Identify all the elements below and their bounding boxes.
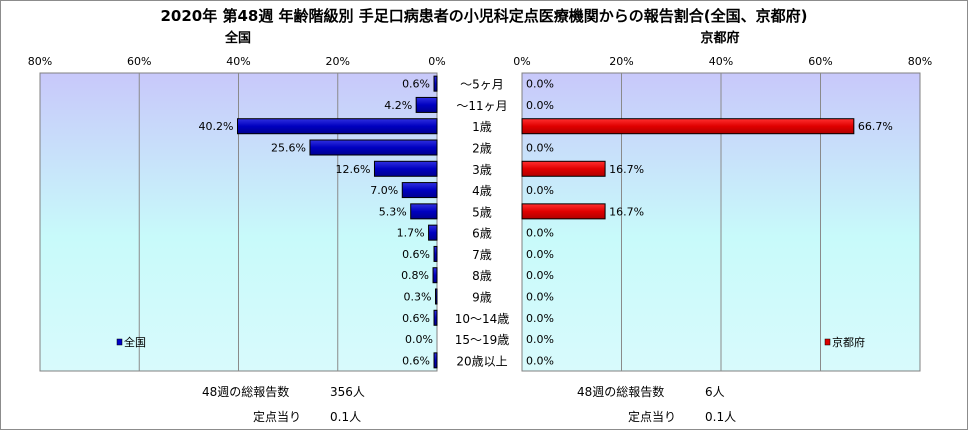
national-total-label: 48週の総報告数: [202, 385, 290, 399]
national-data-label: 25.6%: [271, 142, 306, 155]
kyoto-data-label: 0.0%: [526, 78, 554, 91]
national-bar: [401, 182, 438, 199]
national-bar: [433, 352, 438, 369]
category-label: 2歳: [472, 142, 492, 156]
national-data-label: 5.3%: [379, 205, 407, 218]
national-bar: [410, 203, 438, 220]
national-bar: [309, 139, 438, 156]
kyoto-data-label: 16.7%: [609, 205, 644, 218]
kyoto-data-label: 0.0%: [526, 291, 554, 304]
kyoto-bar: [521, 160, 606, 177]
kyoto-bar: [521, 203, 606, 220]
kyoto-data-label: 0.0%: [526, 99, 554, 112]
category-label: 10〜14歳: [455, 312, 510, 326]
national-data-label: 1.7%: [397, 227, 425, 240]
category-label: 1歳: [472, 120, 492, 134]
national-tick-label: 60%: [127, 55, 151, 68]
national-data-label: 0.6%: [402, 248, 430, 261]
national-data-label: 0.6%: [402, 78, 430, 91]
category-label: 3歳: [472, 163, 492, 177]
kyoto-data-label: 0.0%: [526, 333, 554, 346]
national-data-label: 0.8%: [401, 269, 429, 282]
kyoto-per-label: 定点当り: [628, 410, 677, 424]
kyoto-data-label: 66.7%: [858, 120, 893, 133]
national-tick-label: 0%: [428, 55, 445, 68]
national-tick-label: 80%: [28, 55, 52, 68]
kyoto-tick-label: 40%: [709, 55, 733, 68]
kyoto-data-label: 0.0%: [526, 184, 554, 197]
chart-title: 2020年 第48週 年齢階級別 手足口病患者の小児科定点医療機関からの報告割合…: [160, 7, 808, 25]
category-label: 5歳: [472, 205, 492, 219]
national-bar: [428, 224, 438, 241]
national-bar: [415, 96, 438, 113]
category-label: 7歳: [472, 248, 492, 262]
kyoto-data-label: 16.7%: [609, 163, 644, 176]
kyoto-data-label: 0.0%: [526, 227, 554, 240]
kyoto-legend-swatch: [824, 338, 831, 346]
national-bar: [435, 288, 438, 305]
kyoto-data-label: 0.0%: [526, 269, 554, 282]
kyoto-data-label: 0.0%: [526, 248, 554, 261]
national-bar: [373, 160, 438, 177]
category-label: 6歳: [472, 227, 492, 241]
national-data-label: 0.0%: [405, 333, 433, 346]
national-data-label: 40.2%: [199, 120, 234, 133]
national-data-label: 0.3%: [404, 291, 432, 304]
kyoto-total-label: 48週の総報告数: [577, 385, 665, 399]
national-bar: [433, 75, 438, 92]
kyoto-tick-label: 20%: [609, 55, 633, 68]
kyoto-data-label: 0.0%: [526, 142, 554, 155]
national-per-label: 定点当り: [253, 410, 302, 424]
category-label: 20歳以上: [456, 354, 507, 368]
category-label: 4歳: [472, 184, 492, 198]
kyoto-total-value: 6人: [705, 385, 725, 399]
national-legend-swatch: [116, 338, 123, 346]
national-tick-label: 20%: [326, 55, 350, 68]
national-data-label: 4.2%: [384, 99, 412, 112]
kyoto-tick-label: 60%: [808, 55, 832, 68]
national-data-label: 0.6%: [402, 354, 430, 367]
national-subtitle: 全国: [224, 31, 251, 46]
national-data-label: 0.6%: [402, 312, 430, 325]
national-bar: [433, 245, 438, 262]
national-per-value: 0.1人: [330, 410, 362, 424]
category-label: 9歳: [472, 291, 492, 305]
kyoto-subtitle: 京都府: [700, 31, 740, 46]
kyoto-tick-label: 0%: [513, 55, 530, 68]
national-total-value: 356人: [330, 385, 365, 399]
national-bar: [433, 309, 438, 326]
kyoto-per-value: 0.1人: [705, 410, 737, 424]
national-data-label: 12.6%: [336, 163, 371, 176]
category-label: 15〜19歳: [455, 333, 510, 347]
national-bar: [237, 118, 438, 135]
kyoto-data-label: 0.0%: [526, 312, 554, 325]
national-bar: [432, 267, 438, 284]
category-label: 8歳: [472, 269, 492, 283]
category-label: 〜5ヶ月: [460, 78, 504, 92]
category-label: 〜11ヶ月: [456, 99, 507, 113]
kyoto-legend-label: 京都府: [832, 335, 865, 349]
national-tick-label: 40%: [226, 55, 250, 68]
national-data-label: 7.0%: [370, 184, 398, 197]
kyoto-data-label: 0.0%: [526, 354, 554, 367]
kyoto-tick-label: 80%: [908, 55, 932, 68]
kyoto-bar: [521, 118, 855, 135]
national-legend-label: 全国: [124, 335, 146, 349]
